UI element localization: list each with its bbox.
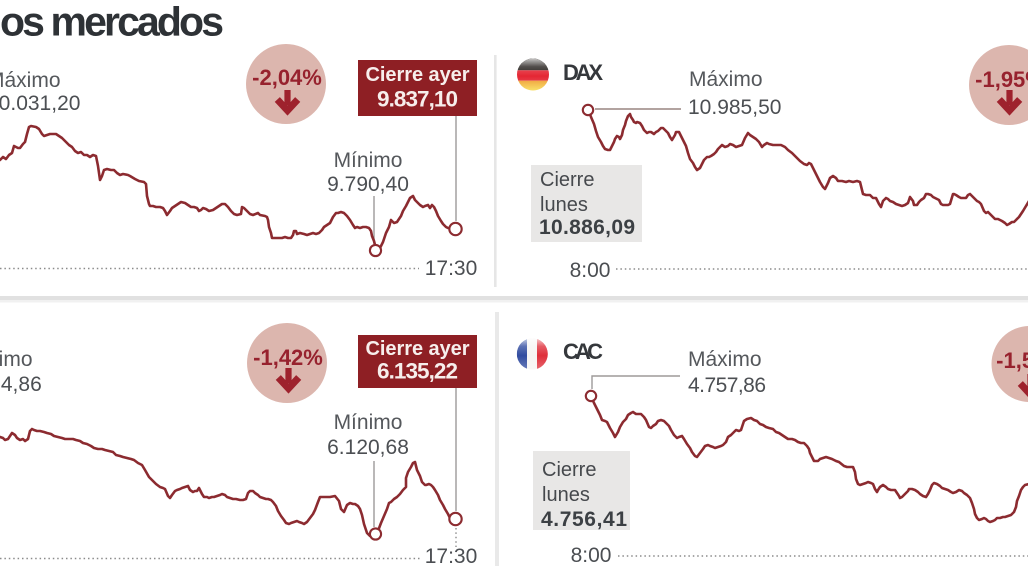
svg-text:Máximo: Máximo [0,69,61,92]
svg-text:10.031,20: 10.031,20 [0,92,80,115]
svg-text:Cierre: Cierre [540,169,594,191]
svg-text:Máximo: Máximo [688,348,762,371]
svg-text:8:00: 8:00 [571,544,612,567]
svg-text:Cierre ayer: Cierre ayer [366,64,470,86]
svg-text:Mínimo: Mínimo [334,149,403,172]
svg-text:4.757,86: 4.757,86 [688,374,766,397]
svg-text:Máximo: Máximo [0,348,33,371]
svg-text:lunes: lunes [542,484,590,506]
svg-text:6.124,86: 6.124,86 [0,373,42,396]
svg-text:10.886,09: 10.886,09 [539,216,635,239]
svg-text:9.790,40: 9.790,40 [327,173,409,196]
svg-text:Mínimo: Mínimo [334,411,403,434]
svg-text:4.756,41: 4.756,41 [541,508,627,531]
svg-text:17:30: 17:30 [425,257,478,280]
svg-text:-2,04%: -2,04% [252,65,322,90]
svg-text:lunes: lunes [540,194,588,216]
svg-text:8:00: 8:00 [570,259,611,282]
svg-text:17:30: 17:30 [425,545,478,568]
svg-text:Cierre ayer: Cierre ayer [366,338,470,360]
svg-text:9.837,10: 9.837,10 [377,87,458,112]
svg-text:10.985,50: 10.985,50 [688,96,781,119]
svg-text:os mercados: os mercados [0,0,224,45]
svg-text:DAX: DAX [563,60,603,85]
svg-text:Cierre: Cierre [542,459,596,481]
svg-text:-1,42%: -1,42% [253,345,323,370]
svg-text:-1,95%: -1,95% [975,67,1028,92]
svg-text:6.135,22: 6.135,22 [377,359,458,384]
svg-text:CAC: CAC [563,339,603,364]
svg-text:Máximo: Máximo [689,68,763,91]
svg-text:6.120,68: 6.120,68 [327,436,409,459]
svg-text:-1,55%: -1,55% [996,348,1028,373]
